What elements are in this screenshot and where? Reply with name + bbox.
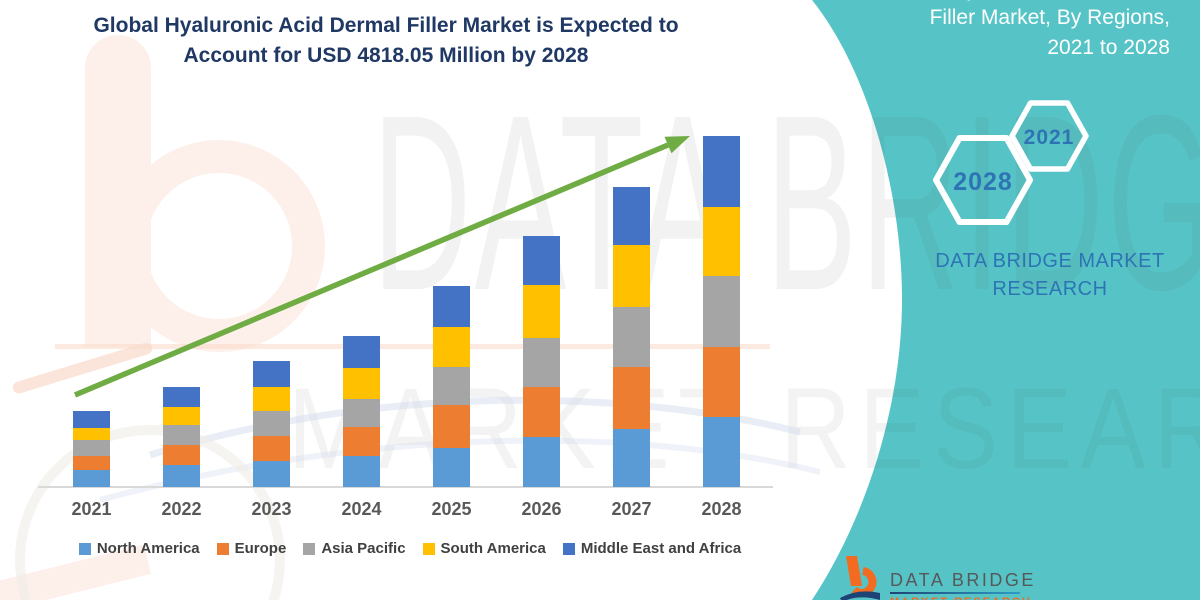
hexagon-2028-label: 2028 — [953, 168, 1013, 196]
legend-swatch-icon — [303, 542, 316, 555]
bar-segment-asia-pacific — [703, 275, 740, 348]
legend-swatch-icon — [562, 542, 575, 555]
teal-shape — [812, 0, 1200, 600]
x-axis-label-2025: 2025 — [431, 499, 472, 519]
x-axis-label-2026: 2026 — [521, 499, 562, 519]
page-title-line2: Account for USD 4818.05 Million by 2028 — [183, 44, 589, 67]
legend-item-middle-east-and-africa: Middle East and Africa — [562, 540, 742, 557]
legend-label: Middle East and Africa — [580, 540, 742, 557]
banner-clipped-line: Global Hyaluronic Acid Dermal — [750, 0, 1170, 5]
bar-segment-south-america — [703, 206, 740, 276]
legend-swatch-icon — [422, 542, 435, 555]
hexagon-2021-label: 2021 — [1023, 126, 1075, 149]
x-axis-label-2024: 2024 — [341, 499, 382, 519]
bar-segment-north-america — [343, 456, 380, 487]
bar-segment-middle-east-and-africa — [73, 410, 110, 428]
legend-item-asia-pacific: Asia Pacific — [303, 540, 406, 557]
logo-sub-text: MARKET RESEARCH — [890, 596, 1032, 600]
banner-line2: 2021 to 2028 — [1047, 36, 1170, 59]
brand-text: DATA BRIDGE MARKET RESEARCH — [905, 247, 1195, 303]
bar-segment-middle-east-and-africa — [703, 136, 740, 207]
logo-underline — [890, 592, 1020, 594]
brand-text-line1: DATA BRIDGE MARKET — [935, 250, 1165, 272]
banner-line1: Filler Market, By Regions, — [929, 6, 1170, 29]
page-title-line1: Global Hyaluronic Acid Dermal Filler Mar… — [93, 14, 679, 37]
logo-name-text: DATA BRIDGE — [890, 570, 1036, 590]
legend-label: Asia Pacific — [321, 540, 406, 557]
x-axis-label-2027: 2027 — [611, 499, 652, 519]
logo-b-icon — [840, 556, 880, 600]
company-logo: DATA BRIDGE MARKET RESEARCH — [838, 556, 1088, 600]
legend-label: South America — [440, 540, 546, 557]
legend-item-south-america: South America — [422, 540, 546, 557]
brand-text-line2: RESEARCH — [992, 278, 1108, 300]
x-axis-label-2028: 2028 — [701, 499, 742, 519]
x-axis-line — [38, 486, 773, 488]
page-title: Global Hyaluronic Acid Dermal Filler Mar… — [30, 11, 742, 71]
